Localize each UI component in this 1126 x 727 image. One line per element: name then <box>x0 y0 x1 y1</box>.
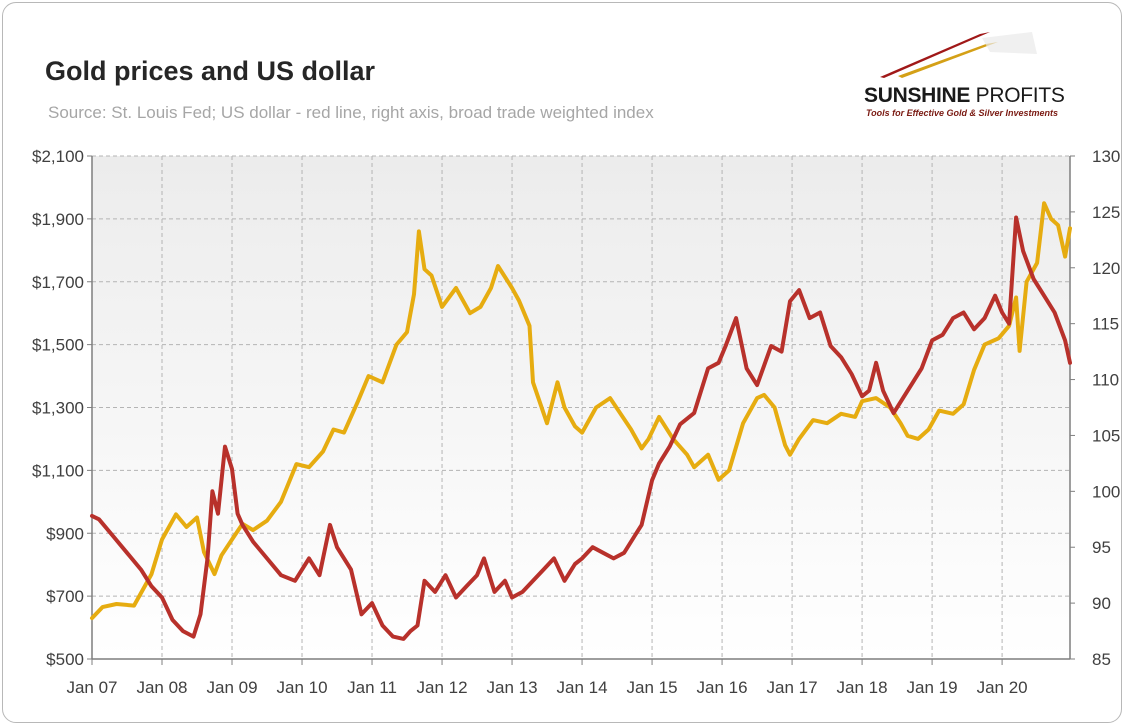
x-axis-tick-label: Jan 20 <box>977 678 1028 697</box>
x-axis-tick-label: Jan 09 <box>206 678 257 697</box>
series-lines <box>90 201 1072 641</box>
left-axis-tick-label: $1,900 <box>32 210 84 229</box>
right-axis-tick-label: 120 <box>1092 259 1120 278</box>
left-axis-tick-label: $500 <box>46 650 84 669</box>
right-axis-tick-label: 125 <box>1092 203 1120 222</box>
logo-tagline: Tools for Effective Gold & Silver Invest… <box>866 108 1059 118</box>
plot-area <box>92 156 1070 659</box>
chart-subtitle: Source: St. Louis Fed; US dollar - red l… <box>48 103 654 122</box>
left-axis-tick-label: $1,300 <box>32 399 84 418</box>
left-axis-tick-label: $700 <box>46 587 84 606</box>
tick-labels: $500 $700 $900 $1,100 $1,300 $1,500 $1,700 $1,9… <box>32 147 1120 697</box>
left-axis-tick-label: $1,100 <box>32 461 84 480</box>
x-axis-tick-label: Jan 11 <box>347 678 397 697</box>
logo-name-light: PROFITS <box>970 84 1065 107</box>
right-axis-tick-label: 115 <box>1092 315 1119 334</box>
x-axis-tick-label: Jan 18 <box>837 678 888 697</box>
right-axis-tick-label: 85 <box>1092 650 1111 669</box>
x-axis-tick-label: Jan 10 <box>276 678 327 697</box>
right-axis-tick-label: 100 <box>1092 482 1120 501</box>
gold-series-line <box>90 201 1072 621</box>
left-axis-tick-label: $1,500 <box>32 336 84 355</box>
logo-name: SUNSHINE PROFITS <box>864 84 1065 108</box>
x-axis-tick-label: Jan 12 <box>417 678 468 697</box>
right-axis-tick-label: 130 <box>1092 147 1120 166</box>
x-axis-tick-label: Jan 13 <box>487 678 538 697</box>
left-axis-tick-label: $2,100 <box>32 147 84 166</box>
right-axis-tick-label: 105 <box>1092 426 1120 445</box>
right-axis-tick-label: 90 <box>1092 594 1111 613</box>
axes <box>87 155 1075 665</box>
x-axis-tick-label: Jan 08 <box>136 678 187 697</box>
x-axis-tick-label: Jan 16 <box>697 678 748 697</box>
logo-name-bold: SUNSHINE <box>864 84 971 107</box>
x-axis-tick-label: Jan 17 <box>767 678 818 697</box>
right-axis-tick-label: 110 <box>1092 371 1119 390</box>
x-axis-tick-label: Jan 15 <box>627 678 678 697</box>
gridlines <box>91 155 1070 659</box>
x-axis-tick-label: Jan 14 <box>557 678 608 697</box>
right-axis-tick-label: 95 <box>1092 538 1111 557</box>
left-axis-tick-label: $1,700 <box>32 273 84 292</box>
dollar-series-line <box>90 215 1072 641</box>
x-axis-tick-label: Jan 07 <box>66 678 117 697</box>
logo-swoosh-icon <box>880 32 1037 78</box>
x-axis-tick-label: Jan 19 <box>907 678 958 697</box>
left-axis-tick-label: $900 <box>46 524 84 543</box>
chart-title: Gold prices and US dollar <box>45 56 376 86</box>
